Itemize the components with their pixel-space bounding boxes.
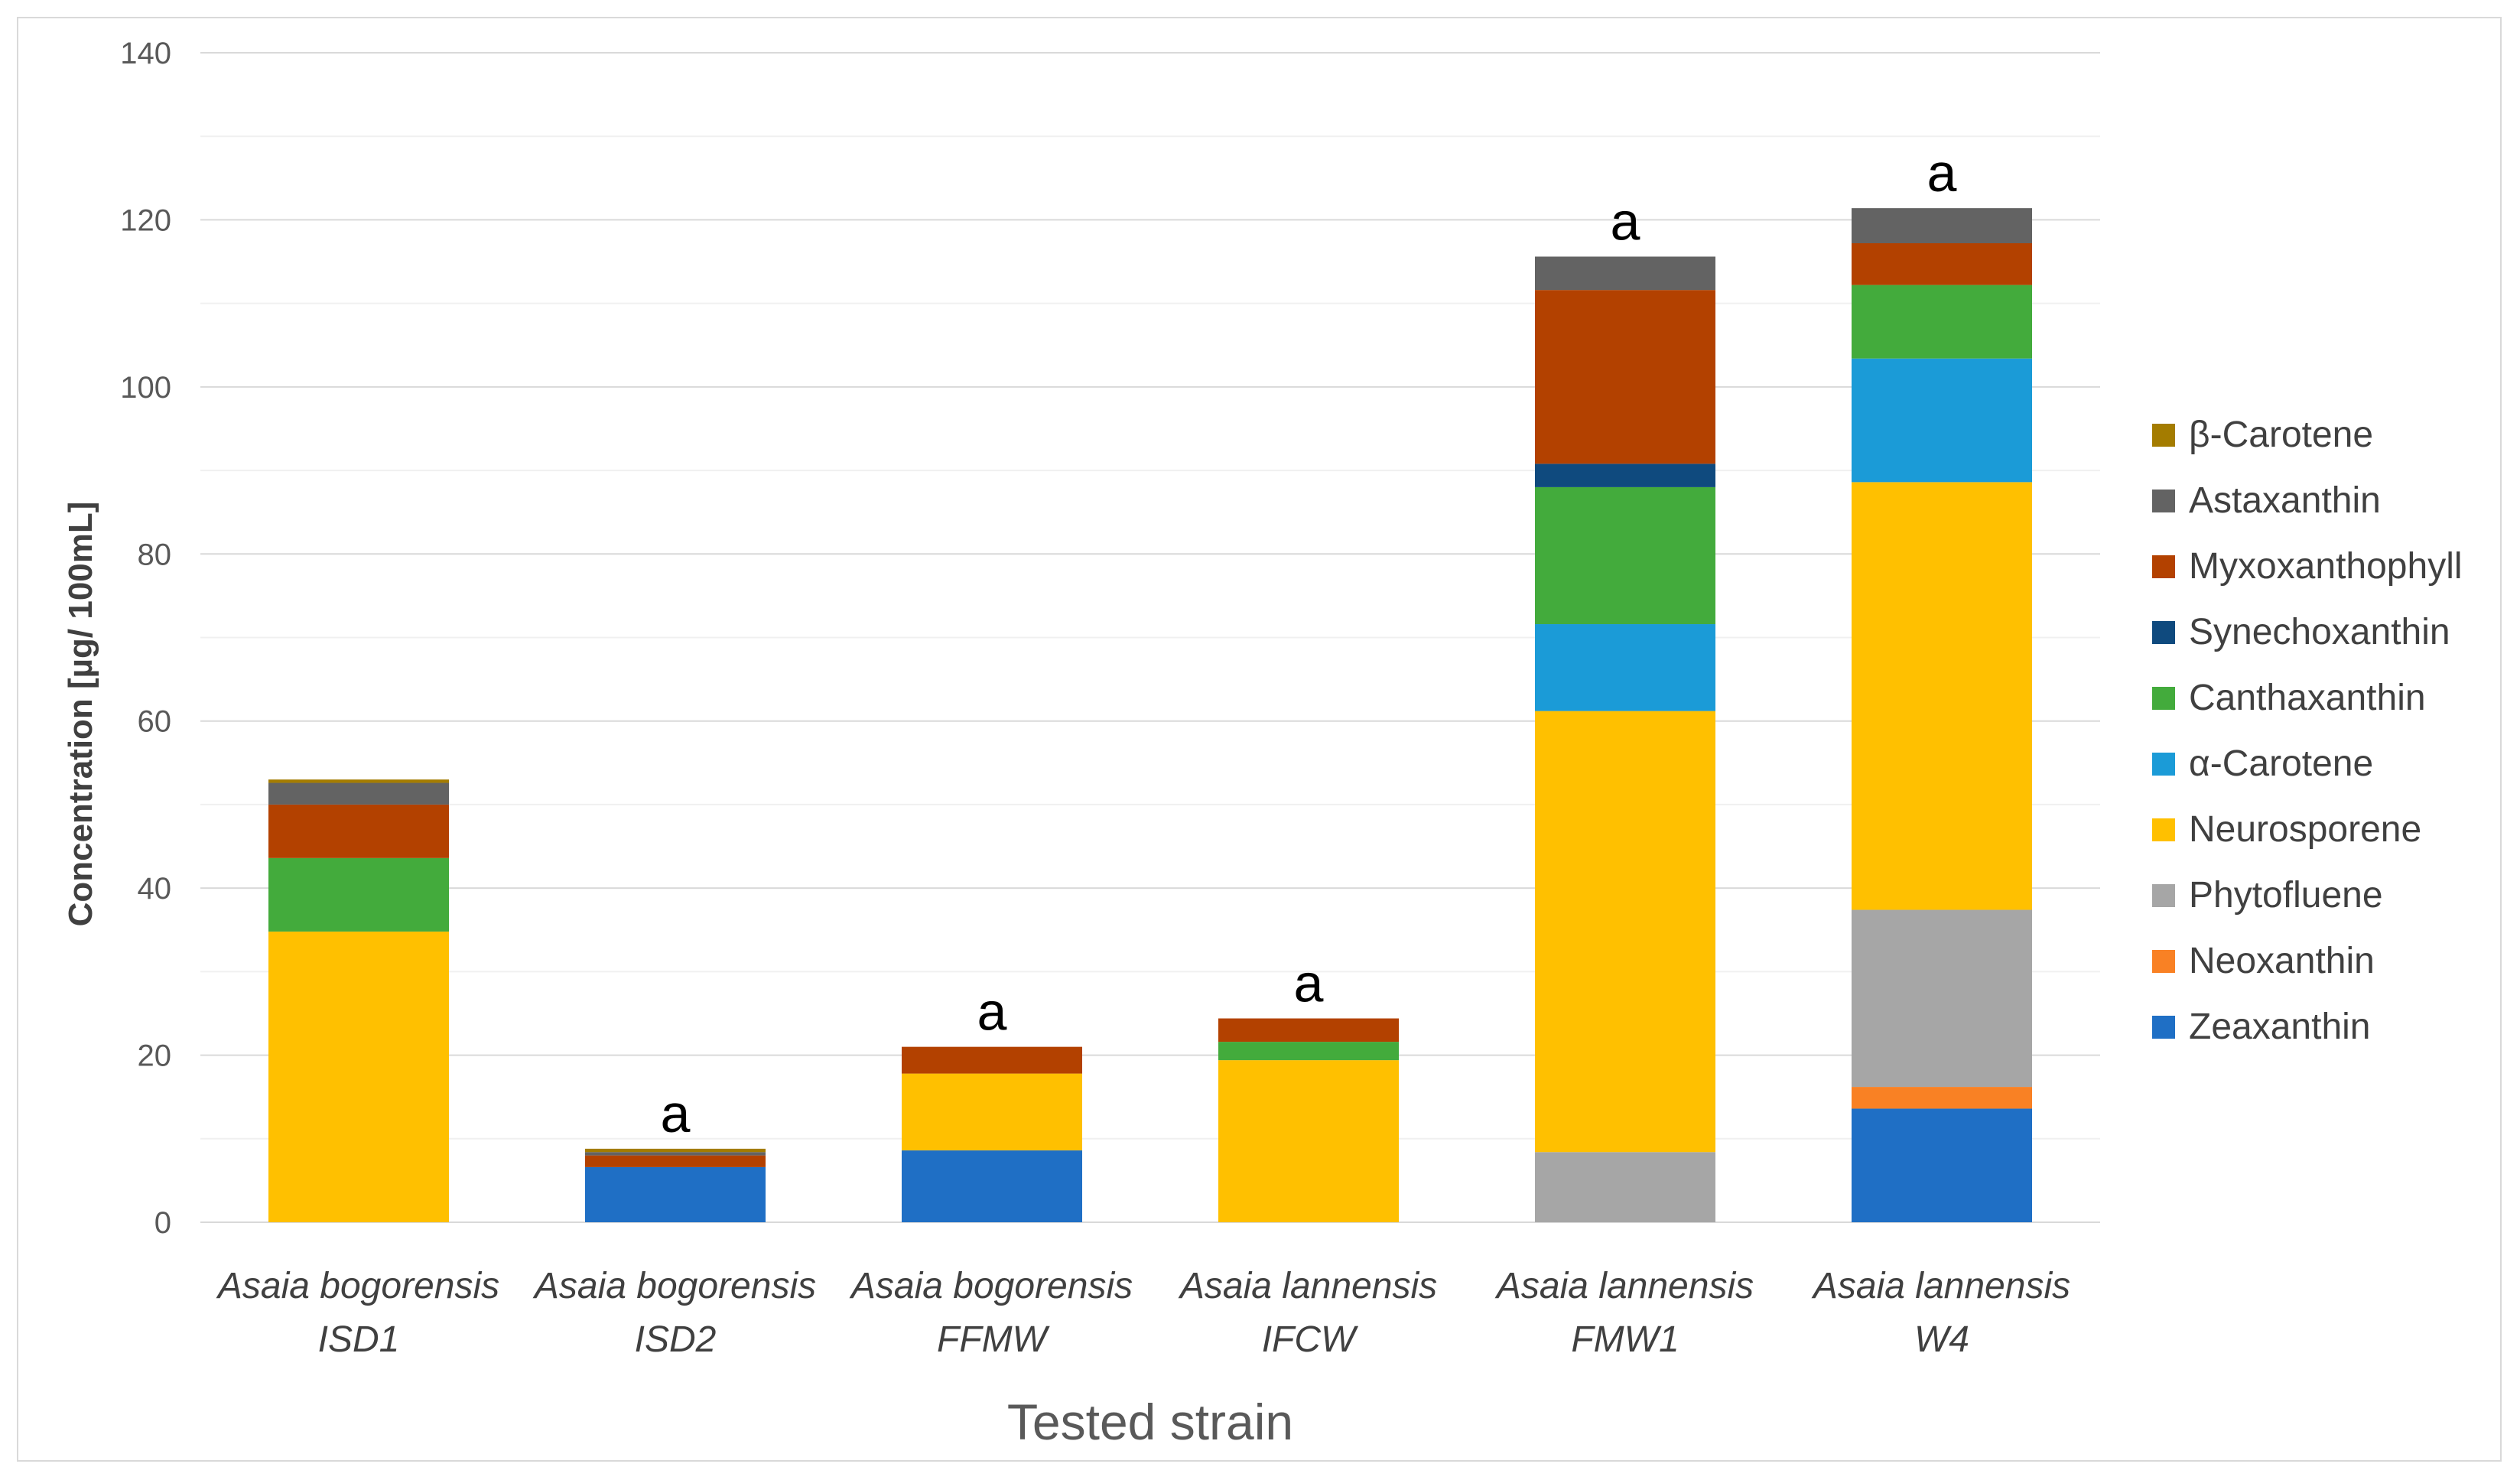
legend-label: Canthaxanthin	[2189, 678, 2426, 718]
legend-item: Canthaxanthin	[2152, 678, 2426, 718]
legend: β-Carotene Astaxanthin Myxoxanthophyll Syne…	[2152, 415, 2463, 1047]
y-tick-label: 40	[138, 872, 172, 906]
x-category-label: ISD1	[318, 1319, 400, 1360]
significance-label: a	[1294, 954, 1324, 1013]
y-tick-label: 60	[138, 705, 172, 739]
x-category-label: Asaia lannensis	[1811, 1266, 2070, 1306]
legend-swatch	[2152, 1016, 2175, 1039]
bar-segment-myxoxanthophyll	[1852, 243, 2032, 285]
legend-item: Zeaxanthin	[2152, 1007, 2371, 1047]
legend-item: β-Carotene	[2152, 415, 2373, 455]
legend-swatch	[2152, 424, 2175, 447]
legend-item: Phytofluene	[2152, 875, 2383, 916]
bar-segment-canthaxanthin	[268, 857, 449, 932]
bar-segment-neurosporene	[1218, 1060, 1399, 1222]
bar-segment--carotene	[1535, 624, 1715, 711]
legend-swatch	[2152, 555, 2175, 578]
gridlines	[200, 52, 2100, 1223]
x-category-label: Asaia bogorensis	[532, 1266, 816, 1306]
bar-segment-astaxanthin	[1535, 256, 1715, 291]
legend-swatch	[2152, 621, 2175, 644]
bar-segment-zeaxanthin	[1852, 1108, 2032, 1222]
bar-segment-myxoxanthophyll	[585, 1155, 766, 1167]
y-tick-label: 20	[138, 1039, 172, 1073]
legend-label: Phytofluene	[2189, 875, 2383, 916]
y-axis-ticks: 0 20 40 60 80 100 120 140	[120, 37, 171, 1240]
legend-label: Synechoxanthin	[2189, 612, 2450, 652]
significance-annotations: a a a a a	[661, 143, 1957, 1143]
legend-label: Neurosporene	[2189, 809, 2421, 850]
x-category-label: Asaia bogorensis	[216, 1266, 499, 1306]
bar-segment-neurosporene	[1535, 711, 1715, 1153]
legend-label: Zeaxanthin	[2189, 1007, 2371, 1047]
bar-segment-neurosporene	[1852, 482, 2032, 910]
significance-label: a	[1927, 143, 1957, 203]
legend-label: β-Carotene	[2189, 415, 2373, 455]
bar-segment--carotene	[268, 779, 449, 783]
legend-item: Synechoxanthin	[2152, 612, 2450, 652]
y-tick-label: 80	[138, 538, 172, 571]
bar-segment-astaxanthin	[1852, 208, 2032, 244]
legend-swatch	[2152, 884, 2175, 907]
legend-item: Myxoxanthophyll	[2152, 546, 2463, 587]
bar-segment-neoxanthin	[1852, 1087, 2032, 1109]
x-category-label: FFMW	[937, 1319, 1051, 1360]
bar-segment-canthaxanthin	[1218, 1042, 1399, 1061]
legend-swatch	[2152, 490, 2175, 512]
legend-item: Astaxanthin	[2152, 480, 2381, 521]
bar-segment--carotene	[1852, 358, 2032, 483]
y-tick-label: 100	[120, 371, 171, 405]
bars	[268, 208, 2032, 1222]
legend-swatch	[2152, 818, 2175, 841]
bar-segment-myxoxanthophyll	[1535, 290, 1715, 464]
bar-segment-astaxanthin	[585, 1152, 766, 1156]
x-category-label: ISD2	[635, 1319, 717, 1360]
x-category-label: IFCW	[1262, 1319, 1359, 1360]
legend-label: Astaxanthin	[2189, 480, 2381, 521]
significance-label: a	[661, 1084, 691, 1143]
legend-label: Myxoxanthophyll	[2189, 546, 2463, 587]
legend-swatch	[2152, 950, 2175, 973]
bar-segment-myxoxanthophyll	[1218, 1018, 1399, 1043]
legend-swatch	[2152, 687, 2175, 710]
legend-item: Neurosporene	[2152, 809, 2421, 850]
x-axis-categories: Asaia bogorensis ISD1 Asaia bogorensis ISD2…	[216, 1266, 2070, 1360]
bar-segment--carotene	[585, 1148, 766, 1153]
bar-segment-neurosporene	[902, 1073, 1082, 1151]
legend-label: Neoxanthin	[2189, 941, 2375, 981]
legend-item: Neoxanthin	[2152, 941, 2375, 981]
bar-segment-myxoxanthophyll	[268, 804, 449, 858]
stacked-bar-chart: 0 20 40 60 80 100 120 140 a a a a a Asaia bogorensi…	[62, 37, 2463, 1450]
legend-item: α-Carotene	[2152, 743, 2373, 784]
x-axis-title: Tested strain	[1007, 1394, 1293, 1450]
chart-frame: 0 20 40 60 80 100 120 140 a a a a a Asaia bogorensi…	[17, 17, 2502, 1462]
x-category-label: Asaia bogorensis	[849, 1266, 1133, 1306]
bar-segment-phytofluene	[1535, 1152, 1715, 1222]
y-axis-title: Concentration [µg/ 100mL]	[62, 502, 99, 927]
x-category-label: W4	[1914, 1319, 1969, 1360]
significance-label: a	[977, 982, 1007, 1042]
y-tick-label: 140	[120, 37, 171, 70]
bar-segment-zeaxanthin	[902, 1150, 1082, 1222]
y-tick-label: 0	[154, 1206, 171, 1240]
bar-segment-synechoxanthin	[1535, 464, 1715, 487]
bar-segment-myxoxanthophyll	[902, 1046, 1082, 1074]
bar-segment-zeaxanthin	[585, 1166, 766, 1222]
legend-swatch	[2152, 753, 2175, 776]
x-category-label: Asaia lannensis	[1494, 1266, 1754, 1306]
x-category-label: Asaia lannensis	[1178, 1266, 1437, 1306]
significance-label: a	[1611, 191, 1640, 251]
y-tick-label: 120	[120, 203, 171, 237]
bar-segment-neurosporene	[268, 931, 449, 1222]
legend-label: α-Carotene	[2189, 743, 2373, 784]
bar-segment-phytofluene	[1852, 909, 2032, 1088]
x-category-label: FMW1	[1571, 1319, 1679, 1360]
bar-segment-astaxanthin	[268, 782, 449, 805]
bar-segment-canthaxanthin	[1852, 285, 2032, 359]
bar-segment-canthaxanthin	[1535, 486, 1715, 625]
